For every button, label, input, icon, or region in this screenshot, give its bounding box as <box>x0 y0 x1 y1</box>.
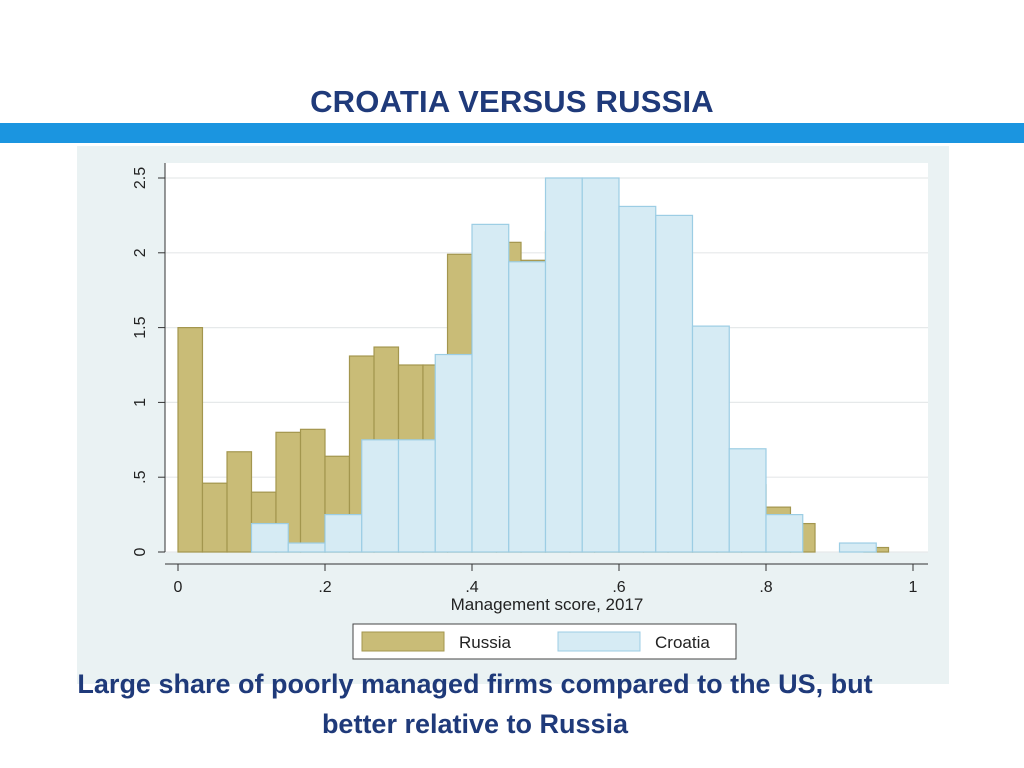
croatia-bars <box>250 177 877 553</box>
croatia-bar <box>618 205 657 553</box>
x-tick-label: .8 <box>759 579 772 596</box>
x-tick-label: 0 <box>174 579 183 596</box>
slide-caption: Large share of poorly managed firms comp… <box>77 669 873 739</box>
croatia-bar <box>655 214 694 553</box>
y-tick-label: 2.5 <box>132 167 149 189</box>
y-tick-label: 1.5 <box>132 316 149 338</box>
y-tick-label: 1 <box>132 398 149 407</box>
croatia-bar <box>434 353 473 553</box>
legend-label-croatia: Croatia <box>655 633 710 652</box>
russia-bar <box>226 451 253 553</box>
y-tick-label: 2 <box>132 248 149 257</box>
title-accent-band <box>0 123 1024 143</box>
croatia-bar <box>765 513 804 553</box>
x-axis-label: Management score, 2017 <box>451 595 644 614</box>
axes: 0 .5 1 1.5 2 2.5 0 .2 .4 .6 .8 1 <box>132 163 928 596</box>
croatia-bar <box>728 448 767 553</box>
legend-swatch-russia <box>361 631 445 652</box>
x-tick-label: .2 <box>318 579 331 596</box>
croatia-bar <box>691 325 730 553</box>
croatia-bar <box>544 177 583 553</box>
russia-bar <box>177 327 204 553</box>
croatia-bar <box>250 522 289 553</box>
russia-bar <box>201 482 228 553</box>
croatia-bar <box>397 439 436 553</box>
legend-box <box>352 623 737 660</box>
y-tick-label: 0 <box>132 547 149 556</box>
legend: Russia Croatia <box>352 623 737 660</box>
russia-bar <box>299 428 326 553</box>
legend-swatch-croatia <box>557 631 641 652</box>
x-tick-label: .4 <box>465 579 478 596</box>
croatia-bar <box>838 542 877 553</box>
croatia-bar <box>581 177 620 553</box>
y-tick-label: .5 <box>132 470 149 483</box>
page-title: CROATIA VERSUS RUSSIA <box>310 84 714 119</box>
x-tick-label: .6 <box>612 579 625 596</box>
legend-label-russia: Russia <box>459 633 512 652</box>
croatia-bar <box>508 261 547 553</box>
croatia-bar <box>361 439 400 553</box>
croatia-bar <box>287 542 326 553</box>
croatia-bar <box>471 223 510 553</box>
croatia-bar <box>324 513 363 553</box>
x-tick-label: 1 <box>909 579 918 596</box>
